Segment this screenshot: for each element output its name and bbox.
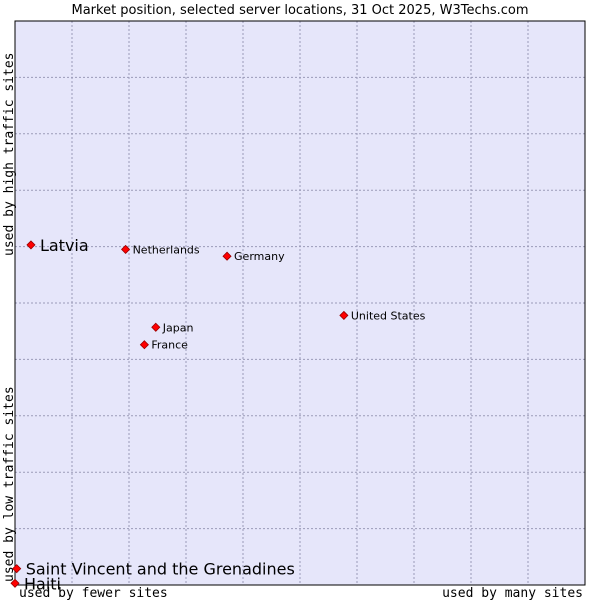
point-germany: Germany <box>222 250 285 263</box>
point-haiti: Haiti <box>10 574 61 593</box>
point-latvia: Latvia <box>26 236 89 255</box>
point-label: Haiti <box>24 574 61 593</box>
point-label: Japan <box>162 321 194 334</box>
x-axis-low-label: used by fewer sites <box>19 586 168 600</box>
point-united-states: United States <box>339 309 426 322</box>
point-marker <box>26 240 36 250</box>
point-label: Saint Vincent and the Grenadines <box>26 560 295 579</box>
point-saint-vincent-and-the-grenadines: Saint Vincent and the Grenadines <box>12 560 295 579</box>
data-points: Latvia Netherlands Germany United States Jap… <box>10 236 426 593</box>
point-label: France <box>151 339 188 352</box>
x-axis-high-label: used by many sites <box>442 586 583 600</box>
point-label: Germany <box>234 250 285 263</box>
point-label: Netherlands <box>133 243 200 256</box>
point-marker <box>121 244 131 254</box>
point-label: Latvia <box>40 236 89 255</box>
chart-title: Market position, selected server locatio… <box>71 3 528 18</box>
point-label: United States <box>351 309 426 322</box>
point-marker <box>10 578 20 588</box>
y-axis-low-label: used by low traffic sites <box>2 386 17 582</box>
point-japan: Japan <box>151 321 194 334</box>
point-marker <box>222 251 232 261</box>
point-marker <box>12 564 22 574</box>
point-france: France <box>139 339 188 352</box>
point-netherlands: Netherlands <box>121 243 200 256</box>
point-marker <box>139 340 149 350</box>
y-axis-high-label: used by high traffic sites <box>2 53 17 257</box>
point-marker <box>339 310 349 320</box>
plot-border <box>14 20 586 586</box>
grid-lines <box>15 21 585 585</box>
point-marker <box>151 322 161 332</box>
